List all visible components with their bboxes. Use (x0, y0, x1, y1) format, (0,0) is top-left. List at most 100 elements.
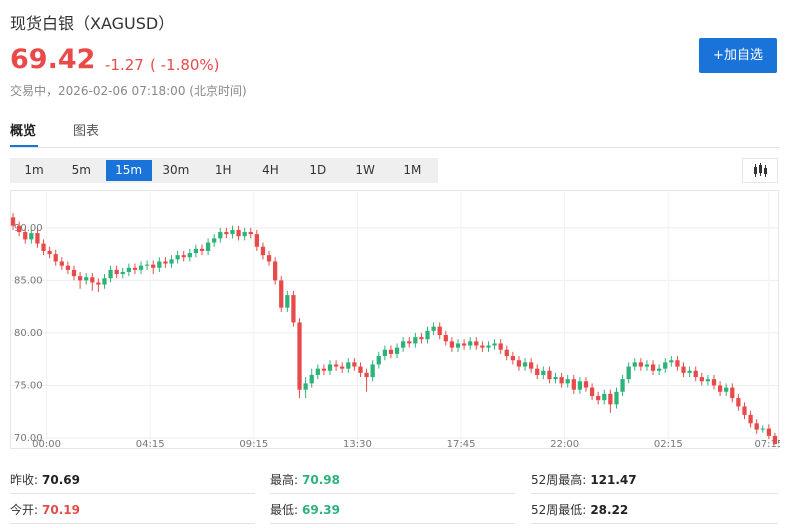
candle-body (10, 217, 16, 226)
candle-body (565, 379, 570, 384)
candle-body (303, 383, 308, 390)
interval-button[interactable]: 1H (214, 163, 232, 177)
candle-body (504, 349, 509, 357)
candle-body (108, 269, 113, 279)
interval-button[interactable]: 30m (162, 163, 190, 177)
candle-body (187, 253, 192, 258)
y-tick-label: 75.00 (14, 380, 43, 391)
row-divider (10, 493, 255, 494)
candle-body (772, 435, 778, 445)
candle-body (370, 364, 375, 378)
stat-label: 最低: (270, 503, 299, 517)
tab[interactable]: 图表 (73, 124, 100, 139)
candle-body (620, 379, 625, 392)
candle-body (474, 341, 479, 346)
candle-body (705, 379, 711, 382)
candle-body (17, 225, 22, 233)
candle-body (711, 379, 717, 386)
x-tick-label: 17:45 (447, 439, 476, 450)
change: -1.27 (105, 56, 144, 74)
candle-body (681, 366, 686, 373)
candle-body (486, 345, 491, 348)
stat: 最高: 70.98 (270, 471, 340, 488)
interval-button[interactable]: 1m (24, 163, 44, 177)
candle-body (717, 385, 723, 392)
status: 交易中，2026-02-06 07:18:00 (北京时间) (10, 84, 247, 98)
candle-body (589, 387, 595, 396)
candle-body (583, 381, 589, 388)
candle-body (279, 280, 284, 308)
stat-value: 70.19 (42, 503, 81, 517)
candle-body (461, 343, 467, 346)
candle-body (321, 368, 327, 371)
candle-body (541, 370, 546, 375)
price: 69.42 (10, 44, 96, 75)
candle-body (254, 234, 259, 247)
candle-body (547, 370, 552, 380)
candle-body (596, 395, 601, 401)
candle-body (218, 232, 223, 239)
candle-body (114, 269, 119, 275)
candle-body (327, 364, 333, 371)
candle-body (394, 347, 400, 354)
candle-body (632, 362, 637, 367)
add-watchlist-button[interactable]: +加自选 (699, 38, 777, 73)
interval-button[interactable]: 15m (105, 160, 152, 181)
interval-button[interactable]: 1M (403, 163, 422, 177)
x-tick-label: 02:15 (654, 439, 683, 450)
candle-body (553, 377, 558, 380)
candle-body (742, 406, 747, 415)
interval-button[interactable]: 4H (262, 163, 279, 177)
candle-body (638, 362, 643, 367)
candle-body (273, 261, 278, 281)
candle-body (754, 423, 759, 430)
y-tick-label: 80.00 (14, 328, 43, 339)
candle-body (480, 345, 485, 348)
interval-button[interactable]: 1W (355, 163, 375, 177)
interval-button[interactable]: 1D (309, 163, 327, 177)
candle-body (760, 428, 765, 430)
candle-body (535, 368, 540, 375)
candle-body (376, 356, 381, 365)
candle-body (443, 335, 448, 342)
candle-body (181, 255, 186, 258)
interval-button[interactable]: 5m (71, 163, 91, 177)
candle-body (309, 374, 314, 384)
candle-body (468, 341, 473, 346)
candle-body (151, 264, 156, 268)
tab[interactable]: 概览 (10, 124, 37, 139)
candle-body (455, 343, 461, 348)
candle-body (205, 242, 211, 251)
chart-type-button[interactable] (742, 158, 778, 183)
candle-body (675, 360, 680, 367)
y-tick-label: 70.00 (14, 433, 43, 444)
candle-icon (754, 163, 767, 177)
candle-body (766, 428, 771, 436)
candle-body (498, 343, 503, 350)
candle-body (346, 362, 351, 369)
stat: 今开: 70.19 (10, 501, 80, 518)
candle-body (53, 254, 58, 262)
stat: 52周最低: 28.22 (531, 501, 628, 518)
row-divider (531, 493, 778, 494)
candle-body (242, 232, 247, 237)
row-divider (270, 523, 515, 524)
row-divider (531, 523, 778, 524)
candle-body (492, 343, 497, 346)
stat-label: 昨收: (10, 473, 39, 487)
candle-body (59, 261, 64, 266)
stat-value: 69.39 (302, 503, 341, 517)
candle-body (693, 370, 698, 378)
stat-value: 70.69 (42, 473, 81, 487)
candle-body (748, 414, 753, 424)
candle-body (157, 261, 162, 268)
candle-body (614, 391, 619, 405)
candle-body (175, 255, 180, 260)
candle-body (163, 261, 168, 264)
candle-body (266, 255, 272, 262)
candle-body (358, 366, 363, 373)
candle-body (425, 330, 430, 340)
candle-body (388, 349, 394, 354)
candle-body (522, 362, 528, 367)
candle-body (650, 364, 656, 371)
